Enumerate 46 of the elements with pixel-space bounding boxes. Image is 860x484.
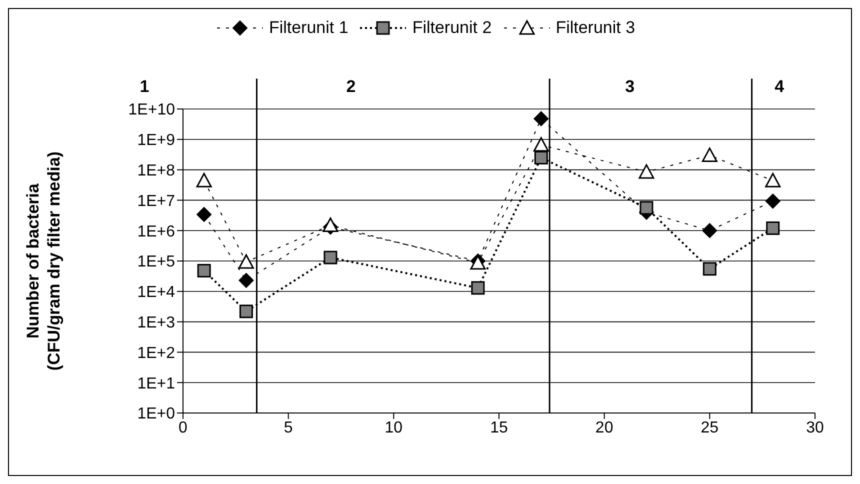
legend-label: Filterunit 2 xyxy=(412,18,492,38)
point xyxy=(471,281,485,295)
point xyxy=(765,172,781,188)
text: 3 xyxy=(624,77,636,97)
point xyxy=(238,254,254,269)
point xyxy=(196,172,212,188)
y-tick-label: 1E+2 xyxy=(137,344,176,362)
y-tick-label: 1E+7 xyxy=(137,192,176,210)
y-tick-label: 1E+3 xyxy=(137,314,176,332)
x-tick-label: 0 xyxy=(178,419,188,436)
y-tick-label: 1E+0 xyxy=(137,406,176,423)
point xyxy=(238,272,254,288)
y-tick-label: 1E+4 xyxy=(137,284,176,302)
x-tick-label: 20 xyxy=(595,419,614,436)
x-tick-label: 5 xyxy=(284,419,293,436)
point xyxy=(534,150,548,164)
point xyxy=(322,217,338,232)
point xyxy=(702,223,718,238)
point xyxy=(702,148,718,162)
y-tick-label: 1E+1 xyxy=(137,375,176,392)
point xyxy=(239,304,253,318)
legend-label: Filterunit 1 xyxy=(268,18,348,38)
point xyxy=(765,194,780,209)
point xyxy=(702,262,716,276)
x-tick-label: 25 xyxy=(700,419,719,436)
text: 4 xyxy=(774,77,786,97)
y-tick-label: 1E+6 xyxy=(137,223,176,240)
y-tick-label: 1E+8 xyxy=(137,162,176,180)
x-tick-label: 15 xyxy=(490,419,508,436)
text: 2 xyxy=(345,77,357,97)
x-tick-label: 10 xyxy=(384,419,403,436)
legend-label: Filterunit 3 xyxy=(556,18,636,38)
point xyxy=(640,201,654,215)
text: 1 xyxy=(138,77,150,97)
point xyxy=(534,111,549,126)
point xyxy=(533,137,549,152)
y-tick-label: 1E+10 xyxy=(128,102,176,119)
y-tick-label: 1E+9 xyxy=(137,132,176,150)
point xyxy=(638,164,654,179)
y-tick-label: 1E+5 xyxy=(137,254,176,271)
point xyxy=(766,221,780,235)
point xyxy=(196,206,212,222)
x-tick-label: 30 xyxy=(806,419,824,436)
point xyxy=(324,250,338,264)
y-axis-title: Number of bacteria (CFU/gram dry filter media) xyxy=(23,151,65,371)
point xyxy=(197,264,211,278)
